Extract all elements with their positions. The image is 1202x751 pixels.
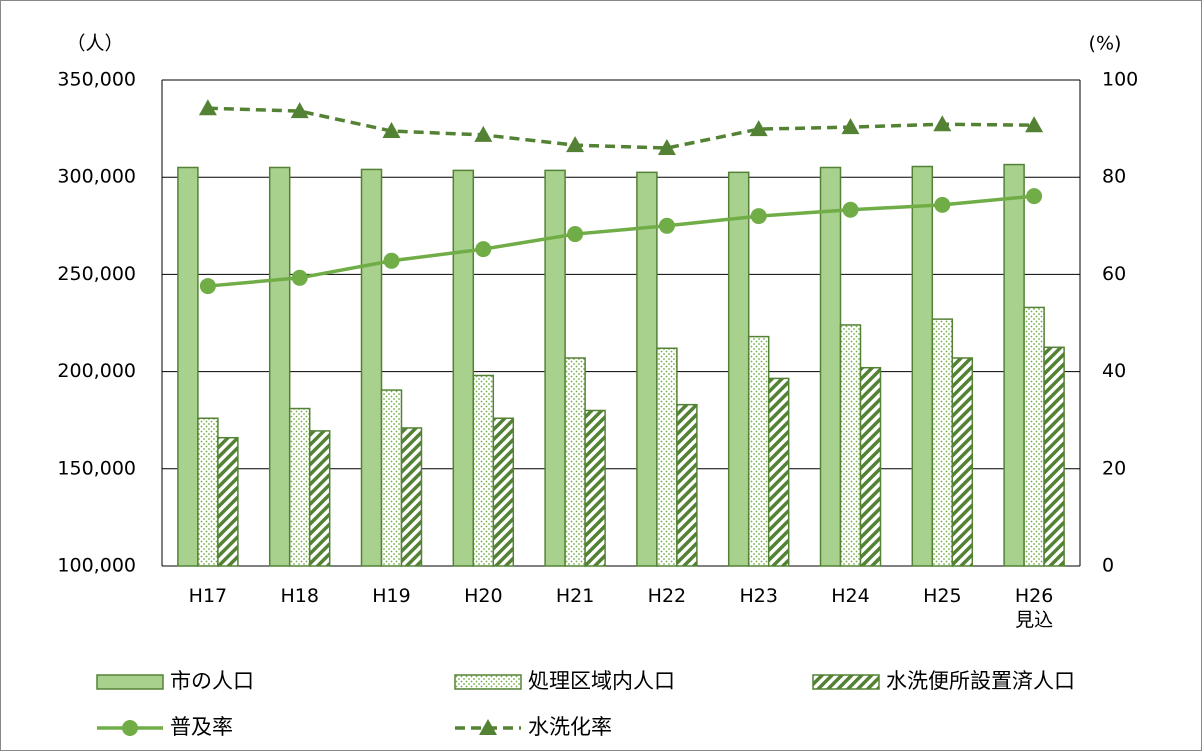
bar — [839, 324, 862, 567]
legend-marker — [122, 720, 138, 736]
marker — [291, 269, 308, 286]
bar — [951, 357, 974, 567]
bar — [452, 169, 475, 567]
legend-label: 水洗化率 — [528, 715, 612, 739]
bar — [584, 409, 606, 567]
y-tick-label: 350,000 — [57, 69, 136, 91]
bar — [1023, 306, 1045, 567]
bar — [931, 318, 954, 567]
y2-tick-label: 80 — [1102, 166, 1126, 188]
bar — [819, 166, 842, 567]
marker — [750, 208, 767, 225]
x-tick-label: H21 — [556, 585, 594, 607]
y-axis-label: （人） — [66, 33, 123, 55]
marker — [198, 99, 217, 116]
x-tick-label: H19 — [372, 585, 410, 607]
x-tick-line: H23 — [739, 585, 777, 607]
x-tick-line: H22 — [648, 585, 686, 607]
x-tick-line: H24 — [831, 585, 869, 607]
y2-tick-label: 20 — [1102, 457, 1126, 479]
y2-tick-label: 100 — [1102, 69, 1138, 91]
x-tick-label: H22 — [648, 585, 686, 607]
marker — [657, 139, 676, 156]
bar — [288, 407, 311, 567]
bar — [217, 436, 239, 567]
x-tick-line: H17 — [189, 585, 227, 607]
marker — [475, 241, 492, 258]
bar — [544, 169, 566, 567]
bar — [727, 171, 750, 567]
marker — [749, 120, 768, 137]
marker — [1026, 188, 1043, 205]
marker — [474, 125, 493, 142]
y2-tick-label: 60 — [1102, 263, 1126, 285]
bar — [564, 357, 586, 567]
y-tick-label: 150,000 — [57, 457, 136, 479]
x-tick-line: H26 — [1015, 585, 1053, 607]
marker — [1025, 116, 1044, 133]
bar — [197, 417, 219, 567]
bar — [656, 347, 678, 567]
bar — [268, 166, 291, 567]
bar — [911, 165, 934, 567]
legend-label: 処理区域内人口 — [528, 669, 675, 693]
marker — [842, 201, 859, 218]
bar — [492, 417, 515, 567]
bar — [177, 166, 199, 567]
marker — [841, 118, 860, 135]
legend-marker — [479, 719, 497, 735]
bar — [472, 374, 495, 567]
x-tick-label: H26 見込 — [1015, 585, 1053, 631]
marker — [290, 102, 309, 119]
marker — [199, 278, 216, 295]
x-tick-label: H18 — [280, 585, 318, 607]
marker — [566, 136, 585, 153]
x-tick-line: H25 — [923, 585, 961, 607]
legend-swatch — [454, 674, 522, 690]
line — [207, 106, 1035, 150]
bar — [636, 171, 658, 567]
bar — [360, 168, 383, 567]
bar — [1003, 163, 1025, 567]
x-tick-line: 見込 — [1015, 609, 1053, 631]
y-tick-label: 100,000 — [57, 555, 136, 577]
x-tick-label: H23 — [739, 585, 777, 607]
marker — [933, 115, 952, 132]
bar — [380, 389, 403, 567]
bar — [676, 403, 698, 567]
y-tick-label: 250,000 — [57, 263, 136, 285]
bar — [859, 366, 882, 567]
y2-tick-label: 0 — [1102, 555, 1114, 577]
marker — [383, 252, 400, 269]
bar — [747, 335, 770, 567]
x-tick-label: H25 — [923, 585, 961, 607]
marker — [934, 196, 951, 213]
legend-label: 水洗便所設置済人口 — [886, 669, 1075, 693]
x-tick-line: H19 — [372, 585, 410, 607]
bar — [1043, 346, 1065, 567]
legend-label: 市の人口 — [170, 669, 254, 693]
bar — [400, 427, 423, 567]
y2-tick-label: 40 — [1102, 360, 1126, 382]
x-tick-line: H20 — [464, 585, 502, 607]
marker — [567, 226, 584, 243]
bar — [308, 430, 331, 567]
marker — [382, 122, 401, 139]
x-tick-label: H24 — [831, 585, 869, 607]
line — [207, 194, 1035, 288]
y2-axis-label: (%) — [1089, 33, 1122, 55]
legend-label: 普及率 — [170, 715, 233, 739]
x-tick-label: H17 — [189, 585, 227, 607]
marker — [658, 217, 675, 234]
legend-swatch — [96, 674, 164, 690]
y-tick-label: 200,000 — [57, 360, 136, 382]
x-tick-line: H18 — [280, 585, 318, 607]
y-tick-label: 300,000 — [57, 166, 136, 188]
bar — [767, 377, 790, 567]
legend-swatch — [812, 674, 880, 690]
x-tick-label: H20 — [464, 585, 502, 607]
x-tick-line: H21 — [556, 585, 594, 607]
